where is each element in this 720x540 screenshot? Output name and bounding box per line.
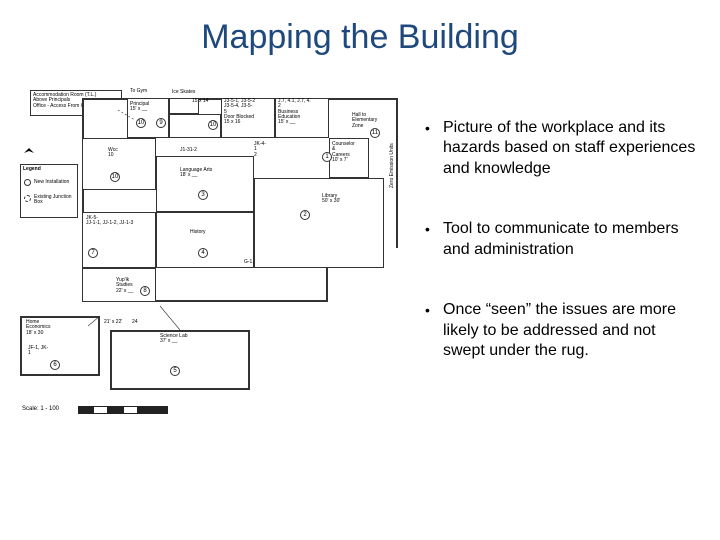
- jf-label: JF-1, JK- 1: [28, 346, 48, 357]
- legend-title: Legend: [23, 167, 41, 172]
- node-12: 11: [370, 128, 380, 138]
- ice-skates-label: Ice Skates: [172, 90, 195, 95]
- counselor-label: Counselor & Careers 10' x 7': [332, 142, 355, 163]
- cubby-label: 15 x 14: [192, 99, 208, 104]
- room-lang: [156, 156, 254, 212]
- bullet-text: Picture of the workplace and its hazards…: [443, 118, 700, 179]
- scale-bar: [78, 406, 198, 416]
- legend-box: Legend New Installation Existing Junctio…: [20, 164, 78, 218]
- list-item: • Tool to communicate to members and adm…: [425, 219, 700, 260]
- bullet-text: Once “seen” the issues are more likely t…: [443, 300, 700, 361]
- room-history: [156, 212, 254, 268]
- node-2: 2: [300, 210, 310, 220]
- node-11: 10: [136, 118, 146, 128]
- scale-label: Scale: 1 - 100: [22, 406, 59, 412]
- node-4: 4: [198, 248, 208, 258]
- room-library: [254, 178, 384, 268]
- legend-exist-icon: [24, 195, 31, 202]
- node-3: 3: [198, 190, 208, 200]
- north-arrow-icon: [22, 146, 36, 160]
- yupik-label: Yup'ik Studies 22' x __: [116, 278, 133, 294]
- hall-label: Hall to Elementary Zone: [352, 113, 377, 129]
- node-10b: 10: [110, 172, 120, 182]
- to-gym-label: To Gym: [130, 89, 147, 94]
- library-label: Library 50' x 30': [322, 194, 340, 205]
- floorplan-diagram: Legend New Installation Existing Junctio…: [20, 90, 415, 450]
- node-7: 7: [88, 248, 98, 258]
- legend-new: New Installation: [34, 180, 69, 185]
- lang-label: Language Arts 18' x __: [180, 168, 212, 179]
- bullet-text: Tool to communicate to members and admin…: [443, 219, 700, 260]
- jf-dim-label: 21' x 22' 24: [104, 320, 138, 325]
- room-wcc: [82, 138, 156, 190]
- node-6: 6: [50, 360, 60, 370]
- legend-exist: Existing Junction Box: [34, 195, 72, 206]
- zero-emission-label: Zero Emission Units: [390, 143, 395, 188]
- bullet-icon: •: [425, 219, 443, 260]
- wcc-label: Wcc 10: [108, 148, 118, 159]
- jk4-label: JK-4- 1 2: [254, 142, 266, 158]
- history-label: History: [190, 230, 206, 235]
- node-1: 1: [322, 152, 332, 162]
- slide-title: Mapping the Building: [0, 18, 720, 57]
- list-item: • Once “seen” the issues are more likely…: [425, 300, 700, 361]
- node-9: 9: [156, 118, 166, 128]
- list-item: • Picture of the workplace and its hazar…: [425, 118, 700, 179]
- node-5: 5: [170, 366, 180, 376]
- j1-label: J1-31-2: [180, 148, 197, 153]
- room-j3-label: J3-5-1, J3-5-2 J3-5-4, J3-5- 5 Door Bloc…: [224, 99, 255, 125]
- legend-new-icon: [24, 179, 31, 186]
- principal-label: Principal 15' x __: [130, 102, 149, 113]
- home-ec-label: Home Economics 18' x 30: [26, 320, 50, 336]
- bullet-list: • Picture of the workplace and its hazar…: [425, 118, 700, 402]
- bullet-icon: •: [425, 300, 443, 361]
- science-label: Science Lab 37' x __: [160, 334, 188, 345]
- node-10a: 10: [208, 120, 218, 130]
- node-8: 8: [140, 286, 150, 296]
- room-j7-label: J.7, 4.1, J.7, 4. 2 Business Education 1…: [278, 99, 311, 125]
- room-codes-label: JK-5- JJ-1-1, JJ-1-2, JJ-1-3: [86, 216, 133, 227]
- bullet-icon: •: [425, 118, 443, 179]
